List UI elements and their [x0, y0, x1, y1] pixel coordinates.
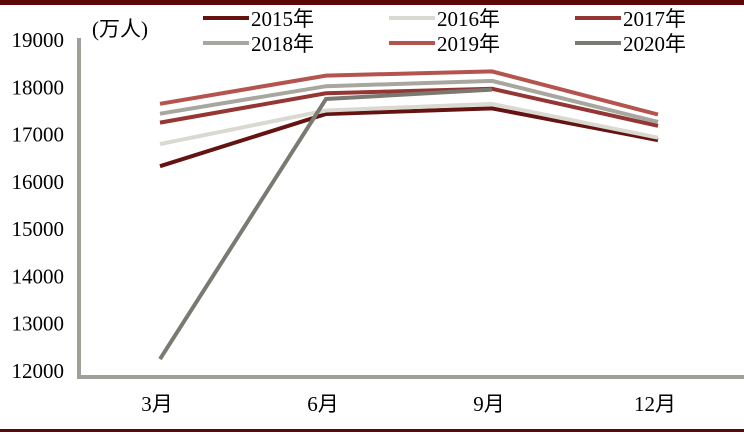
legend-swatch: [203, 15, 249, 20]
series-line-2016: [159, 101, 659, 147]
y-tick-label: 13000: [12, 312, 65, 336]
legend-swatch: [575, 40, 621, 45]
legend-swatch: [389, 40, 435, 45]
legend-item-2016: 2016年: [389, 5, 575, 31]
series-line-2020: [158, 87, 493, 361]
y-tick-label: 14000: [12, 264, 65, 288]
legend-item-2015: 2015年: [203, 5, 389, 31]
legend-label: 2017年: [623, 6, 686, 31]
legend-item-2019: 2019年: [389, 30, 575, 56]
x-tick-label: 9月: [473, 392, 505, 416]
legend-label: 2015年: [251, 6, 314, 31]
legend-item-2018: 2018年: [203, 30, 389, 56]
x-tick-label: 6月: [307, 392, 339, 416]
series-line-2017: [159, 86, 659, 128]
legend-label: 2019年: [437, 31, 500, 56]
series-line-2015: [159, 106, 659, 169]
legend-item-2017: 2017年: [575, 5, 744, 31]
legend-swatch: [575, 15, 621, 20]
legend-swatch: [203, 40, 249, 45]
y-tick-label: 16000: [12, 170, 65, 194]
chart-legend: 2015年 2016年 2017年 2018年 2019年 2020年: [203, 5, 744, 56]
series-line-2019: [159, 69, 659, 117]
legend-label: 2020年: [623, 31, 686, 56]
y-tick-label: 17000: [12, 123, 65, 147]
legend-label: 2016年: [437, 6, 500, 31]
y-tick-label: 15000: [12, 217, 65, 241]
y-tick-label: 19000: [12, 28, 65, 52]
x-tick-label: 12月: [634, 392, 676, 416]
legend-label: 2018年: [251, 31, 314, 56]
y-tick-label: 12000: [12, 359, 65, 383]
bottom-divider: [0, 429, 744, 432]
top-divider: [0, 0, 744, 5]
y-axis-unit-label: (万人): [92, 17, 148, 41]
legend-swatch: [389, 15, 435, 20]
legend-item-2020: 2020年: [575, 30, 744, 56]
series-line-2018: [159, 78, 659, 124]
x-tick-label: 3月: [141, 392, 173, 416]
y-tick-label: 18000: [12, 75, 65, 99]
